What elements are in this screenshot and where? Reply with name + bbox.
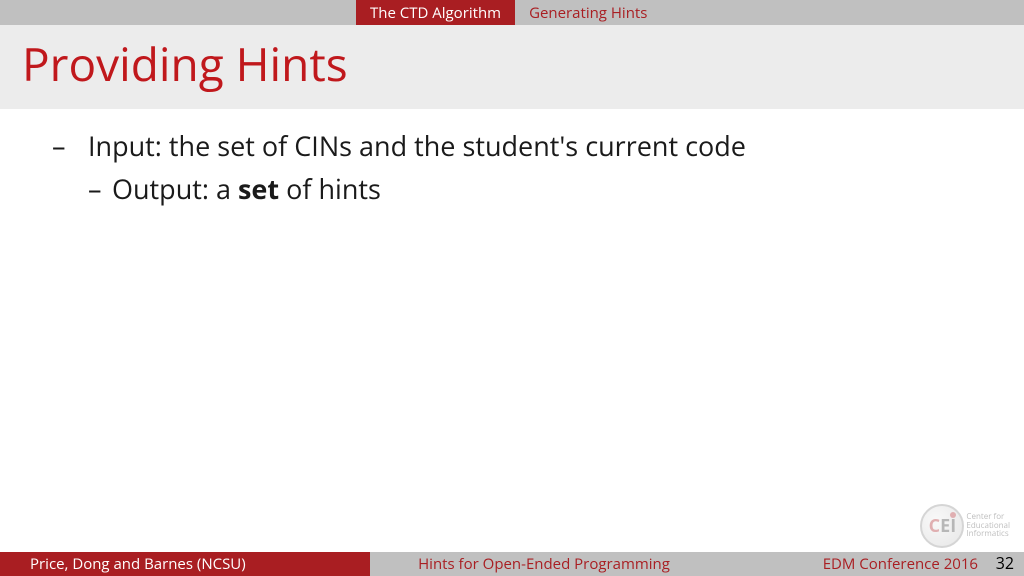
breadcrumb-section: The CTD Algorithm (356, 0, 515, 25)
logo-line3: Informatics (966, 530, 1010, 538)
bullet-dash: – (52, 127, 88, 164)
breadcrumb-subsection: Generating Hints (515, 0, 661, 25)
footer-authors: Price, Dong and Barnes (NCSU) (0, 552, 370, 576)
top-bar-spacer (0, 0, 356, 25)
page-number: 32 (996, 552, 1014, 574)
footer-title: Hints for Open-Ended Programming (370, 552, 718, 576)
footer-conference: EDM Conference 2016 (718, 552, 1024, 576)
bullet-text: Output: a set of hints (112, 170, 381, 207)
bullet-text-post: of hints (279, 170, 381, 207)
bullet-level-1: – Input: the set of CINs and the student… (52, 127, 984, 164)
slide-content: – Input: the set of CINs and the student… (0, 109, 1024, 207)
title-band: Providing Hints (0, 25, 1024, 109)
cei-logo-icon: CEI (920, 504, 964, 548)
bullet-level-2: – Output: a set of hints (88, 170, 984, 207)
bullet-dash: – (88, 170, 112, 207)
bullet-text-bold: set (238, 170, 279, 207)
bullet-text-pre: Output: a (112, 170, 238, 207)
page-title: Providing Hints (22, 33, 1002, 95)
cei-logo-text: Center for Educational Informatics (966, 513, 1010, 538)
footer-bar: Price, Dong and Barnes (NCSU) Hints for … (0, 552, 1024, 576)
cei-logo: CEI Center for Educational Informatics (920, 504, 1010, 548)
top-bar: The CTD Algorithm Generating Hints (0, 0, 1024, 25)
bullet-text: Input: the set of CINs and the student's… (88, 127, 746, 164)
